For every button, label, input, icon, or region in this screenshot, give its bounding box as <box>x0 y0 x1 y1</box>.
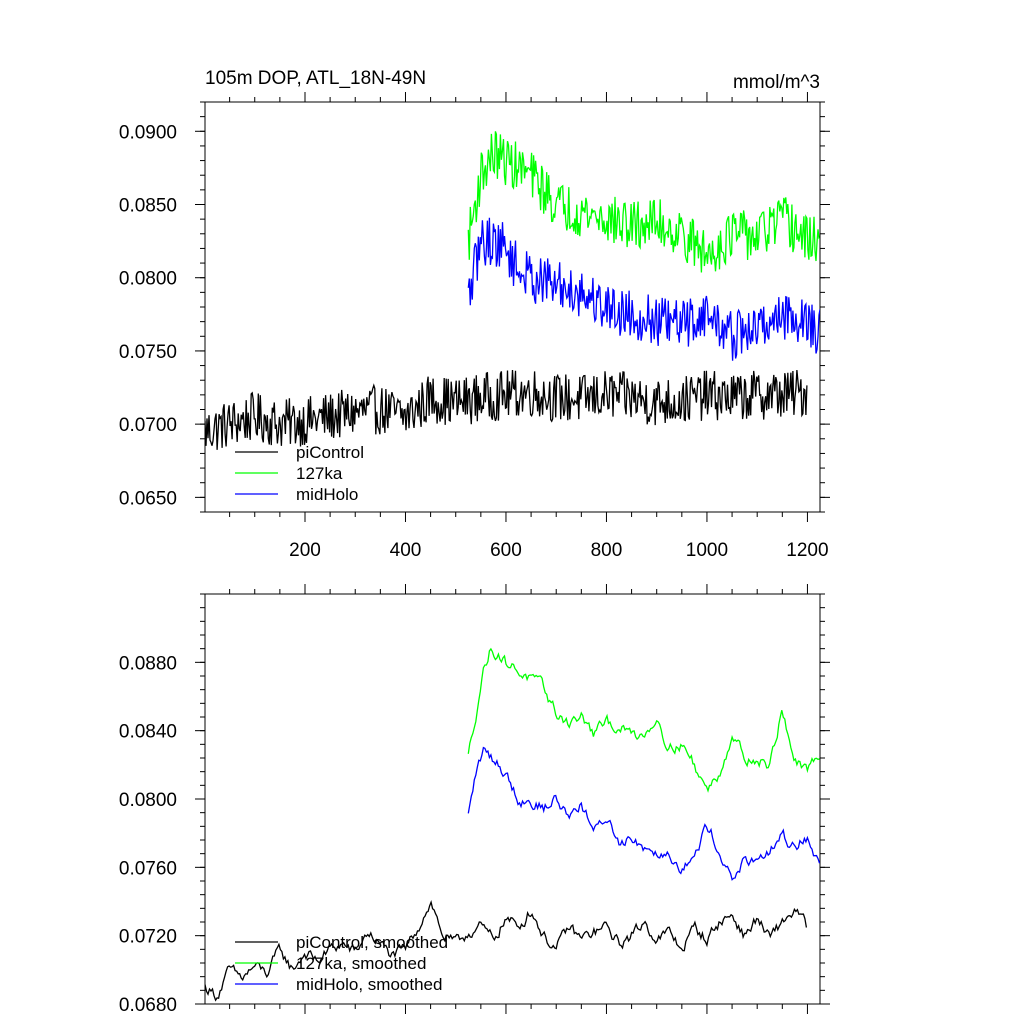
bottom-panel-y-axis: 0.0680 0.0720 0.0760 0.0800 0.0840 0.0880 <box>119 593 830 1016</box>
top-panel-series <box>205 131 820 450</box>
top-panel-y-axis: 0.0650 0.0700 0.0750 0.0800 0.0850 0.0900 <box>119 101 830 513</box>
series-line-2 <box>467 746 820 881</box>
y-tick-label: 0.0700 <box>119 415 177 436</box>
y-tick-label: 0.0800 <box>119 269 177 290</box>
series-line-1 <box>467 647 820 793</box>
legend-label-0: piControl, smoothed <box>296 933 448 952</box>
bottom-panel-series <box>205 647 820 1002</box>
x-tick-label: 1200 <box>786 540 828 561</box>
y-tick-label: 0.0680 <box>119 995 177 1016</box>
top-panel: 105m DOP, ATL_18N-49N mmol/m^3 200 400 600… <box>119 68 830 561</box>
bottom-panel: 0.0680 0.0720 0.0760 0.0800 0.0840 0.0880 piC… <box>119 584 830 1016</box>
series-line-0 <box>205 900 808 1002</box>
legend-label-1: 127ka <box>296 464 343 483</box>
series-line-1 <box>467 131 820 273</box>
series-line-0 <box>205 369 808 450</box>
y-tick-label: 0.0750 <box>119 342 177 363</box>
y-tick-label: 0.0720 <box>119 927 177 948</box>
x-tick-label: 600 <box>490 540 522 561</box>
top-panel-x-axis: 200 400 600 800 1000 1200 <box>229 92 829 561</box>
legend-label-2: midHolo, smoothed <box>296 975 442 994</box>
x-tick-label: 400 <box>390 540 422 561</box>
top-panel-title: 105m DOP, ATL_18N-49N <box>205 68 426 89</box>
x-tick-label: 200 <box>289 540 321 561</box>
legend-label-2: midHolo <box>296 485 358 504</box>
legend-label-0: piControl <box>296 443 364 462</box>
y-tick-label: 0.0840 <box>119 722 177 743</box>
y-tick-label: 0.0880 <box>119 653 177 674</box>
y-tick-label: 0.0760 <box>119 858 177 879</box>
x-tick-label: 1000 <box>686 540 728 561</box>
y-tick-label: 0.0650 <box>119 488 177 509</box>
y-tick-label: 0.0800 <box>119 790 177 811</box>
legend-label-1: 127ka, smoothed <box>296 954 426 973</box>
x-tick-label: 800 <box>591 540 623 561</box>
top-panel-units: mmol/m^3 <box>733 72 820 93</box>
bottom-panel-legend: piControl, smoothed 127ka, smoothed midHol… <box>235 933 448 994</box>
y-tick-label: 0.0850 <box>119 196 177 217</box>
y-tick-label: 0.0900 <box>119 122 177 143</box>
series-line-2 <box>467 217 820 361</box>
top-panel-legend: piControl 127ka midHolo <box>235 443 364 504</box>
bottom-panel-x-axis <box>229 584 808 1014</box>
